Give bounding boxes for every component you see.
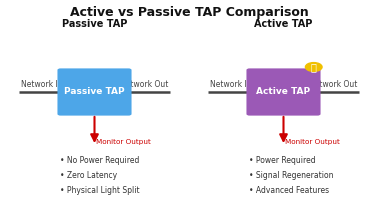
Text: • Power Required: • Power Required [249,156,316,165]
FancyBboxPatch shape [57,68,132,116]
FancyBboxPatch shape [246,68,321,116]
Text: • Signal Regeneration: • Signal Regeneration [249,171,334,180]
Text: Monitor Output: Monitor Output [285,139,340,145]
Text: Network Out: Network Out [309,80,357,89]
Text: Monitor Output: Monitor Output [96,139,151,145]
Text: • No Power Required: • No Power Required [60,156,140,165]
Text: Passive TAP: Passive TAP [62,19,127,29]
Text: • Advanced Features: • Advanced Features [249,186,330,195]
Text: Network In: Network In [210,80,251,89]
Text: Network Out: Network Out [120,80,168,89]
Text: • Zero Latency: • Zero Latency [60,171,118,180]
Circle shape [305,63,322,71]
Text: Passive TAP: Passive TAP [64,88,125,97]
Text: ⓘ: ⓘ [311,62,317,72]
Text: Active TAP: Active TAP [256,88,311,97]
Text: Network In: Network In [21,80,62,89]
Text: • Physical Light Split: • Physical Light Split [60,186,140,195]
Text: Active vs Passive TAP Comparison: Active vs Passive TAP Comparison [70,6,308,19]
Text: Active TAP: Active TAP [254,19,313,29]
